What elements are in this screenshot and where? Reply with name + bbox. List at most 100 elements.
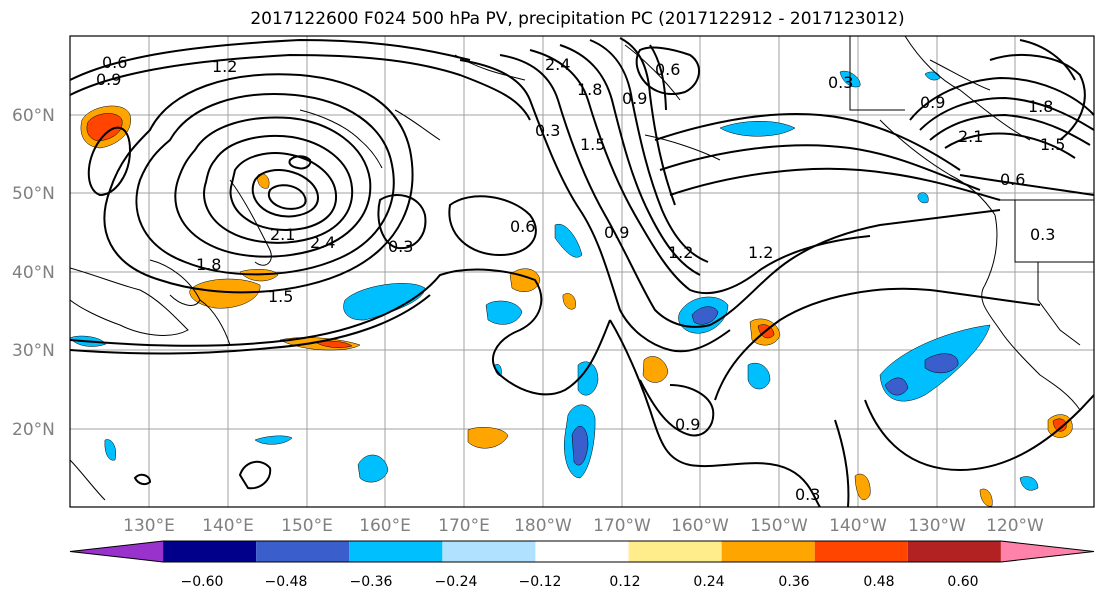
precip-patch-negative [254, 435, 293, 445]
contour-label: 0.9 [96, 70, 121, 89]
precip-patch-negative [485, 300, 523, 325]
contour-label: 0.3 [795, 485, 820, 504]
precip-patch-positive [257, 173, 270, 189]
precip-patch-positive [86, 113, 123, 142]
precip-patch-positive [467, 427, 509, 449]
colorbar-segment [628, 541, 722, 562]
lon-label: 130°W [908, 516, 966, 536]
colorbar-tick-label: −0.24 [435, 574, 478, 590]
lat-label: 30°N [12, 341, 55, 361]
precip-patch-positive [854, 473, 871, 500]
contour-label: 0.3 [535, 121, 560, 140]
gridlines [70, 36, 1094, 507]
longitude-axis: 130°E 140°E 150°E 160°E 170°E 180°W 170°… [123, 516, 1044, 536]
contour-label: 0.9 [675, 415, 700, 434]
precip-patch-negative [357, 454, 389, 483]
colorbar-segment [163, 541, 257, 562]
contour-label: 0.3 [828, 73, 853, 92]
colorbar-tick-label: 0.36 [778, 574, 809, 590]
contour-label: 1.2 [212, 57, 237, 76]
lat-label: 50°N [12, 184, 55, 204]
contour-labels: 0.6 0.9 1.2 1.8 2.4 1.5 0.3 1.8 2.4 2.1 … [96, 53, 1065, 504]
lon-label: 140°W [829, 516, 887, 536]
precip-patch-negative [747, 362, 771, 390]
precip-patch-positive [642, 356, 669, 383]
colorbar-outline [69, 540, 1095, 563]
contour-label: 1.5 [268, 287, 293, 306]
lat-label: 60°N [12, 106, 55, 126]
colorbar-tick-label: 0.60 [947, 574, 978, 590]
contour-label: 0.3 [1030, 225, 1055, 244]
contour-label: 1.2 [748, 243, 773, 262]
colorbar-ticks: −0.60 −0.48 −0.36 −0.24 −0.12 0.12 0.24 … [181, 574, 979, 590]
contour-label: 1.2 [668, 243, 693, 262]
colorbar-segment [721, 541, 815, 562]
precip-patch-negative [719, 121, 796, 137]
colorbar-tick-label: 0.12 [609, 574, 640, 590]
contour-label: 1.5 [580, 135, 605, 154]
contour-label: 2.1 [270, 225, 295, 244]
contour-label: 0.6 [510, 217, 535, 236]
lon-label: 160°E [359, 516, 411, 536]
lon-label: 140°E [202, 516, 254, 536]
contour-label: 0.9 [604, 223, 629, 242]
contour-label: 2.1 [958, 127, 983, 146]
contour-label: 0.9 [920, 93, 945, 112]
precip-patch-negative [884, 377, 909, 396]
colorbar-tick-label: −0.60 [181, 574, 224, 590]
contour-label: 1.5 [1040, 135, 1065, 154]
lon-label: 170°E [438, 516, 490, 536]
lon-label: 130°E [123, 516, 175, 536]
contour-label: 0.6 [102, 53, 127, 72]
contour-label: 1.8 [1028, 97, 1053, 116]
precip-patch-positive [979, 488, 993, 507]
precip-patch-negative [104, 439, 116, 461]
lon-label: 120°W [986, 516, 1044, 536]
precip-patch-negative [577, 361, 599, 396]
map-title: 2017122600 F024 500 hPa PV, precipitatio… [250, 9, 905, 29]
lat-label: 20°N [12, 420, 55, 440]
colorbar-tick-label: −0.36 [350, 574, 393, 590]
colorbar-segment [907, 541, 1001, 562]
colorbar-segment [256, 541, 350, 562]
colorbar-tick-label: −0.48 [265, 574, 308, 590]
contour-label: 0.3 [388, 237, 413, 256]
precip-patch-negative [917, 192, 929, 204]
precip-patch-negative [691, 306, 719, 325]
precip-patch-negative [554, 223, 583, 258]
contour-label: 1.8 [577, 80, 602, 99]
colorbar-segment [535, 541, 629, 562]
contour-label: 0.6 [655, 60, 680, 79]
colorbar [69, 540, 1095, 563]
colorbar-segment [349, 541, 443, 562]
contour-label: 0.6 [1000, 170, 1025, 189]
precip-patch-positive [189, 278, 261, 309]
precip-patch-positive [562, 293, 576, 310]
colorbar-segment [814, 541, 908, 562]
precip-patch-negative [571, 426, 589, 466]
lon-label: 150°E [281, 516, 333, 536]
lon-label: 150°W [750, 516, 808, 536]
lon-label: 170°W [593, 516, 651, 536]
map-frame [69, 35, 1095, 508]
colorbar-tick-label: −0.12 [519, 574, 562, 590]
colorbar-segment [70, 541, 164, 562]
colorbar-tick-label: 0.48 [863, 574, 894, 590]
precip-patch-negative [343, 283, 426, 321]
colorbar-segment [442, 541, 536, 562]
contour-label: 2.4 [545, 55, 570, 74]
precip-patch-positive [1052, 418, 1067, 432]
contour-label: 2.4 [310, 233, 335, 252]
lon-label: 180°W [514, 516, 572, 536]
contour-label: 1.8 [196, 255, 221, 274]
contour-label: 0.9 [622, 89, 647, 108]
colorbar-segment [1000, 541, 1094, 562]
precip-patch-negative [1019, 476, 1039, 491]
colorbar-tick-label: 0.24 [693, 574, 724, 590]
precip-patch-negative [924, 353, 959, 374]
lat-label: 40°N [12, 263, 55, 283]
lon-label: 160°W [671, 516, 729, 536]
pv-contours [70, 37, 1094, 507]
latitude-axis: 60°N 50°N 40°N 30°N 20°N [12, 106, 55, 440]
